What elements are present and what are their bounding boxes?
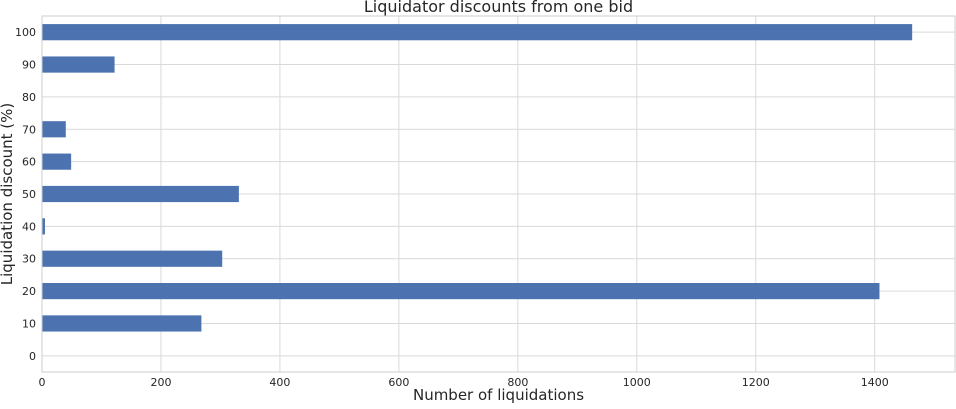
bar-10: [42, 315, 202, 332]
bar-90: [42, 56, 115, 73]
x-tick-labels: 0 200 400 600 800 1000 1200 1400: [39, 376, 889, 389]
x-tick-label: 1200: [742, 376, 770, 389]
bar-20: [42, 283, 880, 300]
y-axis-title: Liquidation discount (%): [0, 103, 16, 285]
y-tick-label: 10: [22, 317, 36, 330]
y-tick-label: 100: [15, 26, 36, 39]
x-tick-label: 400: [269, 376, 290, 389]
y-tick-label: 0: [29, 350, 36, 363]
y-tick-label: 30: [22, 253, 36, 266]
bar-50: [42, 185, 239, 203]
y-tick-label: 20: [22, 285, 36, 298]
y-tick-label: 50: [22, 188, 36, 201]
x-tick-label: 600: [388, 376, 409, 389]
y-tick-label: 40: [22, 220, 36, 233]
bar-70: [42, 121, 66, 138]
x-tick-label: 1000: [623, 376, 651, 389]
bar-100: [42, 24, 913, 41]
y-tick-labels: 0 10 20 30 40 50 60 70 80 90 100: [15, 26, 36, 363]
x-tick-label: 800: [507, 376, 528, 389]
x-tick-label: 1400: [861, 376, 889, 389]
x-axis-title: Number of liquidations: [413, 386, 584, 404]
chart-title: Liquidator discounts from one bid: [364, 0, 633, 16]
bar-60: [42, 153, 72, 170]
x-tick-label: 0: [39, 376, 46, 389]
y-tick-label: 80: [22, 91, 36, 104]
y-tick-label: 70: [22, 123, 36, 136]
bar-layer: [42, 24, 913, 332]
y-tick-label: 90: [22, 59, 36, 72]
x-tick-label: 200: [150, 376, 171, 389]
y-tick-label: 60: [22, 156, 36, 169]
bar-30: [42, 250, 223, 267]
plot-frame: [41, 15, 956, 373]
bar-40: [42, 218, 45, 235]
